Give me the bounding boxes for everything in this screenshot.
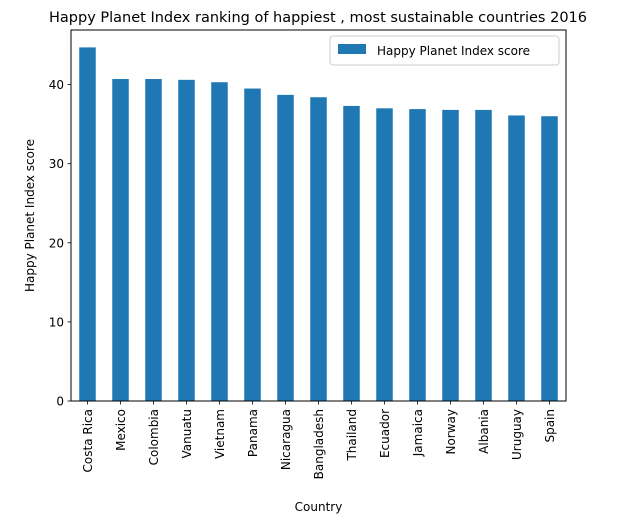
x-axis: Costa Rica Mexico Colombia Vanuatu Vietnam Pa… [81,401,557,479]
x-tick-label: Nicaragua [279,409,293,470]
x-tick-label: Mexico [114,409,128,451]
x-axis-label: Country [295,500,343,514]
y-tick-label: 10 [49,315,64,329]
x-tick-label: Albania [477,409,491,454]
bars-group [79,47,558,402]
bar-thailand [343,105,360,401]
bar-spain [541,116,558,401]
x-tick-label: Vietnam [213,409,227,459]
y-axis-label: Happy Planet Index score [23,139,37,292]
y-tick-label: 0 [56,395,64,409]
legend-frame [329,35,560,66]
x-tick-label: Vanuatu [180,409,194,459]
legend-label: Happy Planet Index score [377,44,530,58]
bar-mexico [112,79,129,401]
y-tick-label: 30 [49,157,64,171]
x-tick-label: Thailand [345,409,359,462]
bar-jamaica [409,109,426,401]
bar-nicaragua [277,94,294,402]
x-tick-label: Panama [246,409,260,457]
bar-uruguay [508,115,525,402]
bar-costa-rica [79,47,96,402]
x-tick-label: Costa Rica [81,409,95,472]
bar-panama [244,88,261,401]
chart-title: Happy Planet Index ranking of happiest ,… [49,10,587,26]
y-tick-label: 40 [49,78,64,92]
x-tick-label: Ecuador [378,409,392,458]
x-tick-label: Jamaica [411,409,425,457]
bar-albania [475,109,492,402]
bar-norway [442,109,459,402]
x-tick-label: Bangladesh [312,409,326,479]
x-tick-label: Spain [543,409,557,443]
bar-ecuador [376,108,393,401]
bar-colombia [145,79,162,401]
x-tick-label: Uruguay [510,409,524,460]
legend-swatch [338,44,366,54]
x-tick-label: Norway [444,409,458,455]
bar-bangladesh [310,97,327,402]
y-axis: 0 10 20 30 40 [49,78,71,409]
y-tick-label: 20 [49,236,64,250]
bar-vanuatu [178,79,195,401]
x-tick-label: Colombia [147,409,161,465]
legend: Happy Planet Index score [329,35,560,66]
bar-vietnam [211,82,228,402]
